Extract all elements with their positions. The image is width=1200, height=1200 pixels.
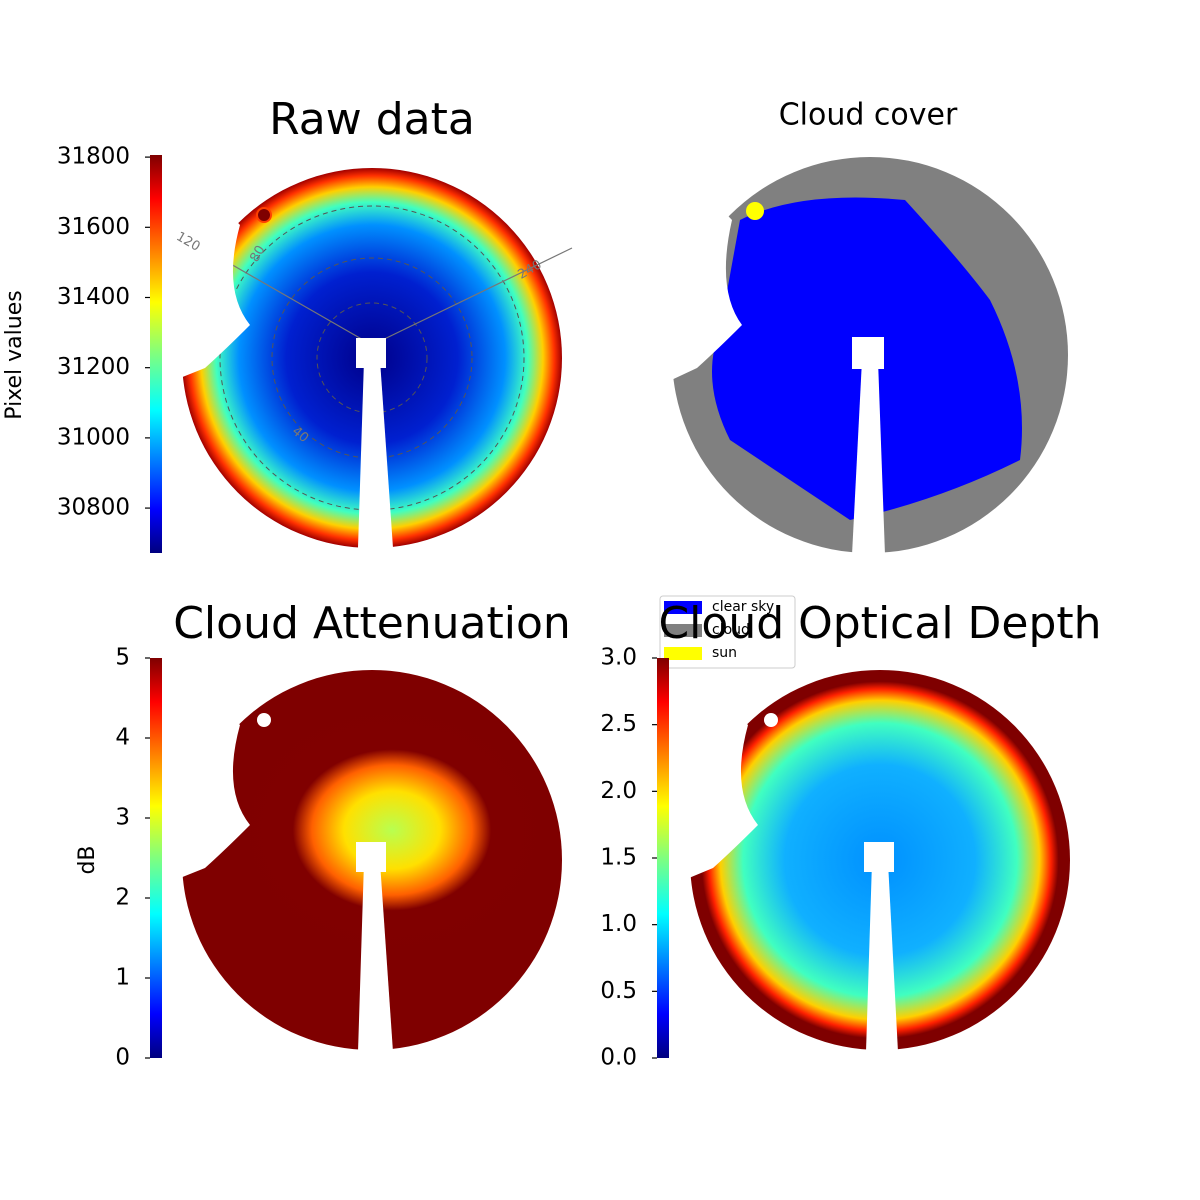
tick-label: 3	[115, 805, 130, 831]
colorbar	[657, 658, 669, 1058]
tick-label: 0.5	[600, 978, 637, 1004]
tick-label: 5	[115, 645, 130, 671]
tick-label: 31600	[57, 214, 130, 240]
colorbar	[150, 658, 162, 1058]
tick-label: 2.0	[600, 778, 637, 804]
legend-label: cloud	[712, 622, 750, 638]
legend-label: sun	[712, 645, 737, 661]
panel-title: Cloud Attenuation	[173, 598, 571, 649]
legend-label: clear sky	[712, 599, 774, 615]
tick-label: 31000	[57, 424, 130, 450]
colorbar-label: Pixel values	[2, 290, 27, 419]
tick-label: 31800	[57, 144, 130, 170]
tick-label: 3.0	[600, 645, 637, 671]
legend-swatch	[664, 647, 702, 660]
tick-label: 1.0	[600, 911, 637, 937]
tick-label: 30800	[57, 495, 130, 521]
tick-label: 31200	[57, 354, 130, 380]
tick-label: 1.5	[600, 845, 637, 871]
tick-label: 1	[115, 965, 130, 991]
tick-label: 2.5	[600, 711, 637, 737]
legend-swatch	[664, 601, 702, 614]
tick-label: 4	[115, 725, 130, 751]
tick-label: 31400	[57, 284, 130, 310]
optical-depth-image	[660, 655, 1070, 1052]
tick-label: 0.0	[600, 1045, 637, 1071]
attenuation-image	[150, 655, 562, 1052]
colorbar-label: dB	[75, 845, 100, 874]
cloud-image	[650, 150, 1068, 555]
tick-label: 0	[115, 1045, 130, 1071]
colorbar	[150, 155, 162, 553]
panel-title: Raw data	[269, 94, 475, 145]
sky-image	[150, 150, 573, 548]
tick-label: 2	[115, 885, 130, 911]
legend-swatch	[664, 624, 702, 637]
panel-title: Cloud Optical Depth	[658, 598, 1101, 649]
panel-title: Cloud cover	[779, 98, 958, 133]
polar-label: 80	[247, 243, 268, 265]
